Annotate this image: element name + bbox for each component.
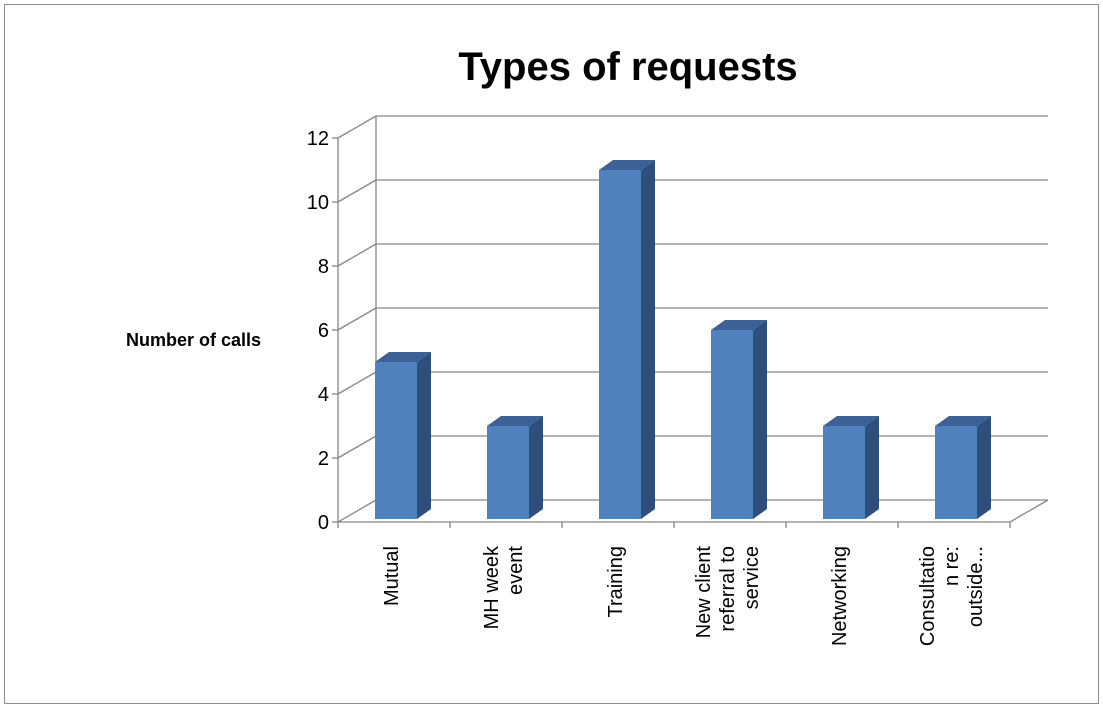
- y-axis-label: Number of calls: [126, 330, 261, 350]
- bar-side-1: [529, 416, 543, 519]
- y-tick-label-6: 6: [318, 320, 329, 342]
- x-tick-label-3-0: New client: [693, 546, 715, 639]
- gridline-0-diag: [337, 499, 377, 523]
- bar-side-3: [753, 320, 767, 519]
- bar-5: [935, 416, 991, 519]
- bar-side-4: [865, 416, 879, 519]
- x-tick-label-5-0: Consultatio: [917, 546, 939, 646]
- bar-4: [823, 416, 879, 519]
- y-tick-label-4: 4: [318, 384, 329, 406]
- gridline-6-diag: [337, 307, 377, 331]
- y-tick-label-10: 10: [307, 192, 329, 214]
- bar-front-0: [375, 362, 417, 519]
- x-tick-label-0-0: Mutual: [381, 546, 403, 606]
- y-tick-label-0: 0: [318, 512, 329, 534]
- x-tick-label-3-1: referral to: [717, 546, 739, 632]
- x-tick-label-5-2: outside...: [965, 546, 987, 627]
- bar-front-2: [599, 170, 641, 519]
- y-tick-label-12: 12: [307, 128, 329, 150]
- x-tick-label-2-0: Training: [605, 546, 627, 618]
- gridline-2-diag: [337, 435, 377, 459]
- chart-title: Types of requests: [458, 45, 797, 89]
- bar-top-2: [599, 160, 655, 170]
- bar-front-3: [711, 330, 753, 519]
- bar-chart: Types of requests Number of calls 0 2 4 6 8 1…: [126, 45, 1049, 646]
- x-tick-label-1-1: event: [505, 546, 527, 595]
- bar-top-5: [935, 416, 991, 426]
- bar-top-3: [711, 320, 767, 330]
- bar-2: [599, 160, 655, 519]
- chart-frame: Types of requests Number of calls 0 2 4 6 8 1…: [4, 4, 1099, 704]
- gridline-4-diag: [337, 371, 377, 395]
- bar-side-0: [417, 352, 431, 519]
- bar-3: [711, 320, 767, 519]
- x-tick-label-3-2: service: [741, 546, 763, 609]
- bar-side-5: [977, 416, 991, 519]
- y-tick-label-2: 2: [318, 448, 329, 470]
- x-tick-label-5-1: n re:: [941, 546, 963, 586]
- bar-front-1: [487, 426, 529, 519]
- y-tick-label-8: 8: [318, 256, 329, 278]
- bar-front-4: [823, 426, 865, 519]
- bar-top-1: [487, 416, 543, 426]
- gridline-12-diag: [337, 115, 377, 139]
- bar-1: [487, 416, 543, 519]
- bar-0: [375, 352, 431, 519]
- bar-top-0: [375, 352, 431, 362]
- floor-edge: [1009, 499, 1049, 523]
- x-tick-label-1-0: MH week: [481, 545, 503, 629]
- bar-side-2: [641, 160, 655, 519]
- gridline-8-diag: [337, 243, 377, 267]
- bar-top-4: [823, 416, 879, 426]
- bar-front-5: [935, 426, 977, 519]
- x-tick-label-4-0: Networking: [829, 546, 851, 646]
- gridline-10-diag: [337, 179, 377, 203]
